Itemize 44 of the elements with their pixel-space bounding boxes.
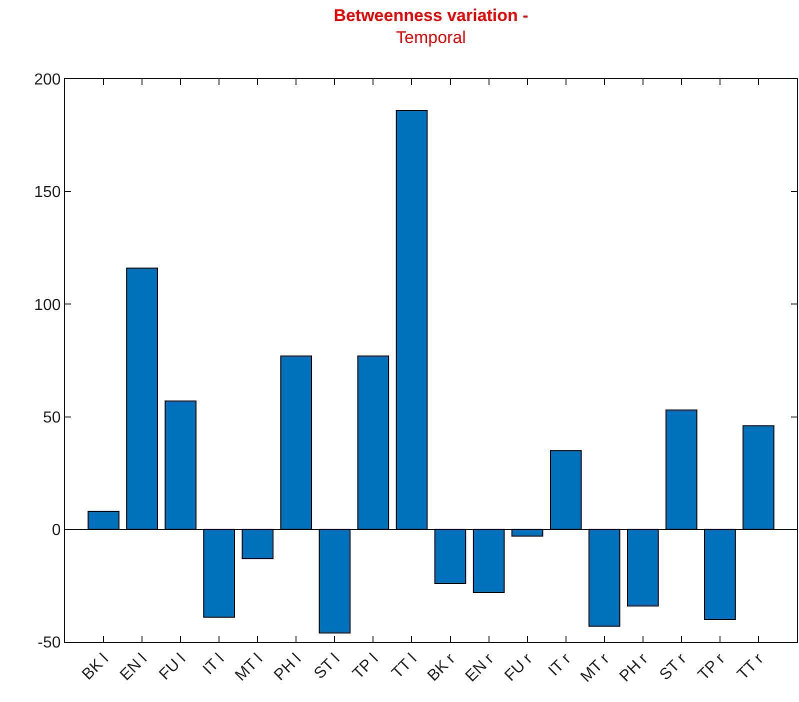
- bar: [280, 356, 312, 530]
- x-tick-label: EN l: [117, 650, 151, 684]
- bar: [396, 110, 428, 530]
- x-tick-label: TT r: [734, 650, 768, 684]
- x-tick-label: FU r: [502, 650, 536, 685]
- bar: [357, 356, 390, 530]
- x-tick-label: TP r: [695, 650, 729, 684]
- x-tick-label: TP l: [350, 650, 382, 683]
- bar: [666, 410, 698, 530]
- bar: [472, 528, 505, 593]
- y-tick-label: 100: [34, 296, 61, 314]
- x-tick-label: BK r: [424, 650, 460, 685]
- x-tick-label: IT r: [546, 650, 575, 680]
- bar: [434, 528, 466, 584]
- bar: [88, 510, 120, 530]
- x-tick-label: PH l: [271, 650, 305, 684]
- bar: [550, 450, 582, 530]
- y-tick-label: 0: [52, 522, 61, 539]
- chart-title: Betweenness variation -: [334, 6, 528, 26]
- x-tick-label: ST r: [656, 650, 690, 684]
- y-tick-label: 200: [34, 72, 61, 89]
- bar: [626, 528, 659, 606]
- bar: [704, 528, 736, 620]
- x-tick-label: MT l: [232, 650, 266, 684]
- bar: [511, 528, 544, 537]
- x-tick-label: TT l: [388, 650, 420, 682]
- bar: [742, 425, 774, 530]
- x-tick-label: IT l: [200, 650, 228, 678]
- x-tick-label: EN r: [462, 650, 498, 686]
- bar: [318, 528, 351, 634]
- bar: [588, 528, 620, 627]
- chart-subtitle: Temporal: [396, 28, 466, 48]
- x-tick-label: MT r: [578, 650, 614, 686]
- x-tick-label: ST l: [311, 650, 344, 683]
- y-tick-label: 150: [34, 184, 61, 202]
- y-tick-label: 50: [43, 409, 61, 426]
- bar: [242, 528, 274, 560]
- bar: [203, 528, 236, 618]
- bar: [164, 400, 196, 530]
- x-tick-label: FU l: [156, 650, 190, 684]
- bar: [126, 268, 158, 530]
- x-tick-label: PH r: [616, 650, 652, 686]
- y-tick-label: -50: [38, 634, 61, 652]
- x-tick-label: BK l: [79, 650, 112, 684]
